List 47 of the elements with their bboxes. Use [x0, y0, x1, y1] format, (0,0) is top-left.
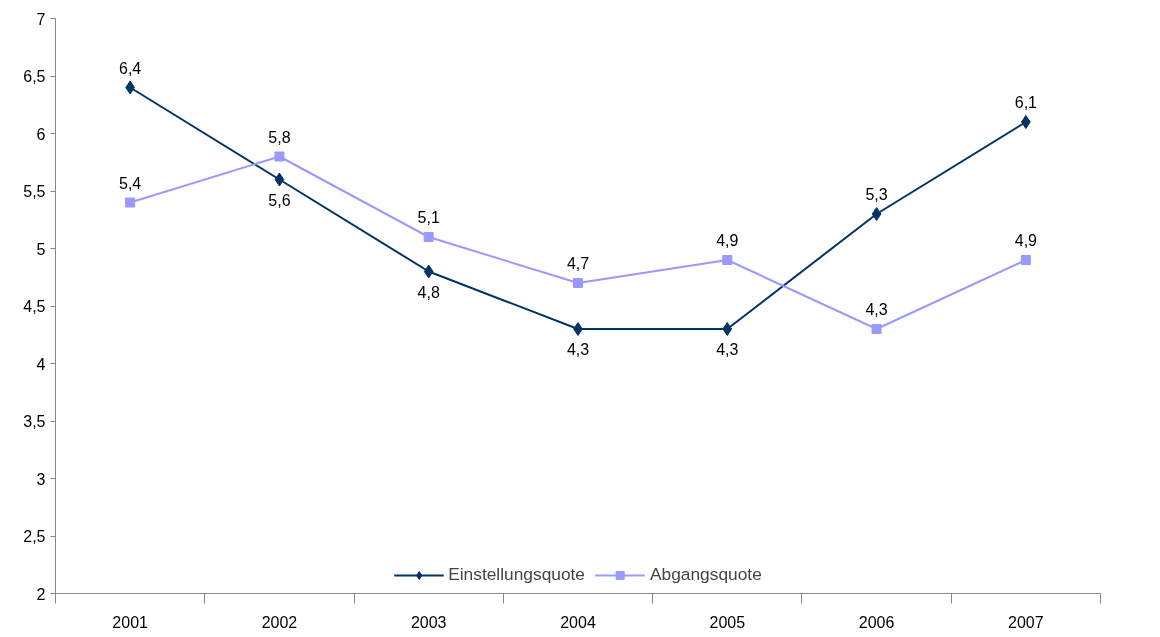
point [274, 172, 285, 187]
x-tick-label: 2002 [261, 613, 298, 631]
data-label: 4,9 [716, 232, 739, 249]
point [871, 324, 882, 334]
x-tick-label: 2006 [858, 613, 895, 631]
point [1021, 115, 1031, 129]
y-tick-label: 4,5 [23, 298, 46, 315]
data-label: 4,8 [417, 283, 440, 301]
data-label: 5,8 [268, 128, 291, 146]
point [573, 322, 583, 336]
point [573, 278, 583, 288]
y-tick-label: 2,5 [23, 528, 46, 545]
data-label: 5,4 [119, 174, 142, 192]
x-tick-label: 2005 [709, 613, 746, 631]
data-label: 5,3 [865, 186, 888, 203]
data-label: 4,7 [566, 255, 590, 272]
data-label: 4,3 [716, 341, 739, 358]
x-tick-label: 2007 [1008, 613, 1044, 631]
data-label: 6,4 [119, 59, 142, 77]
point [722, 255, 733, 265]
point [722, 322, 733, 336]
data-label: 4,3 [865, 301, 888, 318]
point [1020, 255, 1031, 265]
y-tick-label: 5 [36, 240, 46, 258]
legend-label: Abgangsquote [650, 564, 762, 585]
y-tick-label: 4 [36, 355, 46, 373]
y-tick-label: 6 [36, 125, 46, 143]
legend-label: Einstellungsquote [448, 564, 586, 585]
y-tick-label: 3,5 [23, 413, 46, 430]
y-tick-label: 7 [36, 10, 46, 28]
point [274, 151, 285, 162]
data-label: 4,3 [566, 341, 590, 358]
point [423, 232, 434, 242]
point [125, 197, 136, 208]
y-tick-label: 6,5 [23, 68, 46, 85]
x-tick-label: 2001 [112, 613, 149, 631]
y-tick-label: 2 [36, 585, 46, 603]
point [423, 264, 434, 279]
x-tick-label: 2004 [560, 613, 596, 631]
data-label: 4,9 [1014, 232, 1038, 249]
y-tick-label: 3 [36, 470, 46, 488]
data-label: 5,6 [268, 191, 291, 209]
y-tick-label: 5,5 [23, 183, 46, 200]
x-tick-label: 2003 [410, 613, 447, 631]
data-label: 6,1 [1014, 94, 1038, 111]
point [871, 207, 882, 221]
data-label: 5,1 [417, 209, 440, 226]
